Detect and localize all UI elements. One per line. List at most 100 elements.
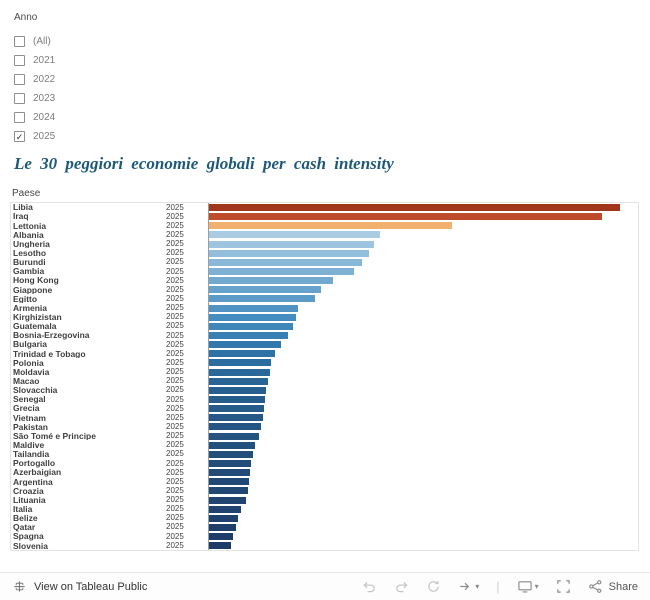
country-label: Slovacchia bbox=[13, 386, 58, 395]
bar[interactable] bbox=[209, 432, 259, 440]
country-label: Polonia bbox=[13, 358, 44, 368]
bar[interactable] bbox=[209, 268, 354, 276]
bar[interactable] bbox=[209, 514, 238, 522]
chart-row: Spagna 2025 bbox=[11, 531, 638, 542]
year-label: 2025 bbox=[166, 412, 184, 422]
country-label: Croazia bbox=[13, 486, 44, 496]
filter-option-2024[interactable]: 2024 bbox=[14, 108, 55, 127]
filter-option-label: 2025 bbox=[33, 131, 56, 142]
bar-cell bbox=[208, 440, 638, 450]
bar[interactable] bbox=[209, 542, 231, 550]
undo-icon[interactable] bbox=[362, 579, 377, 594]
bar[interactable] bbox=[209, 258, 362, 266]
country-label: Hong Kong bbox=[13, 276, 59, 285]
bar[interactable] bbox=[209, 322, 293, 330]
bar[interactable] bbox=[209, 460, 251, 467]
checkbox-2022[interactable] bbox=[14, 74, 25, 85]
chart-row: Trinidad e Tobago 2025 bbox=[11, 349, 638, 359]
bar[interactable] bbox=[209, 469, 250, 477]
bar[interactable] bbox=[209, 350, 275, 358]
checkbox-2025[interactable]: ✓ bbox=[14, 131, 25, 142]
bar[interactable] bbox=[209, 533, 233, 541]
bar[interactable] bbox=[209, 478, 249, 486]
tableau-logo-icon bbox=[12, 579, 27, 594]
bar[interactable] bbox=[209, 423, 261, 431]
replay-icon[interactable]: ▾ bbox=[458, 579, 479, 594]
bar-cell bbox=[208, 266, 638, 277]
bar[interactable] bbox=[209, 359, 271, 367]
chart-row: Burundi 2025 bbox=[11, 257, 638, 267]
bar[interactable] bbox=[209, 414, 263, 422]
country-label: Libia bbox=[13, 203, 33, 212]
device-caret-icon: ▾ bbox=[534, 581, 539, 591]
year-label: 2025 bbox=[166, 513, 184, 523]
year-label: 2025 bbox=[166, 293, 184, 303]
bar[interactable] bbox=[209, 405, 264, 413]
checkbox-2021[interactable] bbox=[14, 55, 25, 66]
country-label: Belize bbox=[13, 514, 38, 523]
bar[interactable] bbox=[209, 249, 369, 257]
country-label: Pakistan bbox=[13, 422, 48, 432]
bar[interactable] bbox=[209, 304, 298, 312]
bar[interactable] bbox=[209, 240, 374, 248]
filter-option-2022[interactable]: 2022 bbox=[14, 70, 55, 89]
bar[interactable] bbox=[209, 386, 266, 394]
bar[interactable] bbox=[209, 441, 255, 449]
bar[interactable] bbox=[209, 286, 321, 294]
bar[interactable] bbox=[209, 341, 281, 349]
bar[interactable] bbox=[209, 450, 253, 458]
bar-cell bbox=[208, 285, 638, 295]
country-label: Burundi bbox=[13, 258, 46, 267]
checkbox-2024[interactable] bbox=[14, 112, 25, 123]
chart-row: Bulgaria 2025 bbox=[11, 340, 638, 350]
bar[interactable] bbox=[209, 496, 246, 504]
reset-icon[interactable] bbox=[426, 579, 441, 594]
bar-cell bbox=[208, 458, 638, 469]
year-label: 2025 bbox=[166, 303, 184, 313]
year-label: 2025 bbox=[166, 431, 184, 441]
filter-option-2025[interactable]: ✓ 2025 bbox=[14, 127, 55, 146]
chart-row: São Tomé e Principe 2025 bbox=[11, 431, 638, 441]
bar-cell bbox=[208, 367, 638, 377]
chart-row: Argentina 2025 bbox=[11, 477, 638, 487]
bar[interactable] bbox=[209, 231, 380, 239]
bar[interactable] bbox=[209, 368, 270, 376]
bar[interactable] bbox=[209, 213, 602, 221]
bar[interactable] bbox=[209, 377, 268, 385]
view-on-tableau-label: View on Tableau Public bbox=[34, 580, 148, 593]
bar[interactable] bbox=[209, 487, 248, 495]
bar[interactable] bbox=[209, 396, 265, 404]
filter-option-label: (All) bbox=[33, 36, 51, 47]
country-label: Slovenia bbox=[13, 541, 48, 551]
bar-cell bbox=[208, 212, 638, 222]
bar[interactable] bbox=[209, 222, 452, 230]
bar[interactable] bbox=[209, 204, 620, 212]
share-button[interactable]: Share bbox=[588, 579, 638, 594]
bar[interactable] bbox=[209, 523, 236, 531]
bar[interactable] bbox=[209, 332, 288, 340]
bar-cell bbox=[208, 413, 638, 423]
filter-option-2023[interactable]: 2023 bbox=[14, 89, 55, 108]
toolbar-separator: | bbox=[496, 579, 500, 594]
filter-option-2021[interactable]: 2021 bbox=[14, 51, 55, 70]
fullscreen-icon[interactable] bbox=[556, 579, 571, 594]
bar[interactable] bbox=[209, 277, 333, 285]
year-label: 2025 bbox=[166, 385, 184, 395]
checkbox-all[interactable] bbox=[14, 36, 25, 47]
year-label: 2025 bbox=[166, 330, 184, 340]
year-label: 2025 bbox=[166, 531, 184, 541]
bar[interactable] bbox=[209, 505, 241, 513]
share-icon bbox=[588, 580, 602, 593]
bar-cell bbox=[208, 385, 638, 395]
checkbox-2023[interactable] bbox=[14, 93, 25, 104]
year-label: 2025 bbox=[166, 421, 184, 431]
redo-icon[interactable] bbox=[394, 579, 409, 594]
bar-cell bbox=[208, 239, 638, 249]
filter-option-all[interactable]: (All) bbox=[14, 32, 55, 51]
bar[interactable] bbox=[209, 295, 315, 303]
chart-row: Hong Kong 2025 bbox=[11, 276, 638, 286]
device-preview-icon[interactable]: ▾ bbox=[517, 579, 539, 594]
chart-row: Pakistan 2025 bbox=[11, 421, 638, 432]
view-on-tableau-link[interactable]: View on Tableau Public bbox=[12, 579, 147, 594]
bar[interactable] bbox=[209, 313, 296, 321]
